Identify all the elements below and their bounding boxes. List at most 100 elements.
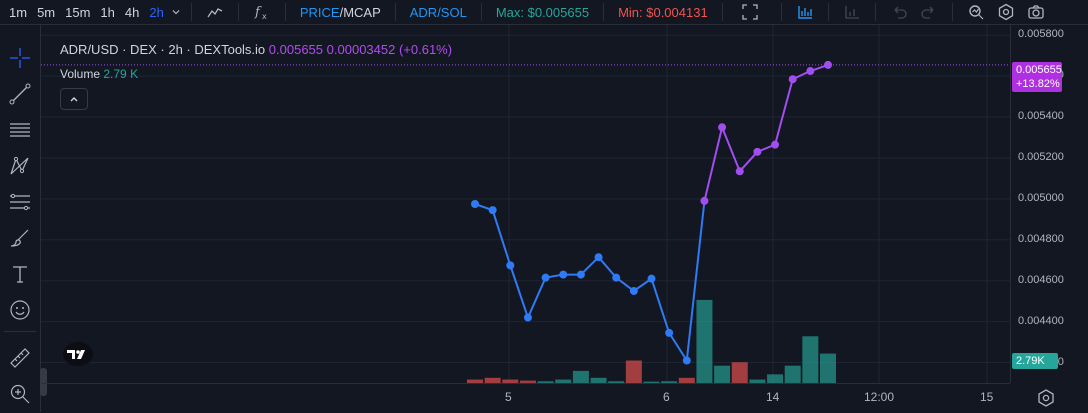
trend-line-icon[interactable] [7,81,33,107]
volume-bar [643,381,660,383]
price-line-segment [703,127,724,202]
current-change-pct: +13.82% [1016,78,1060,90]
price-point [788,75,797,84]
price-point [629,286,638,295]
undo-icon[interactable] [888,2,910,22]
price-line-segment [774,78,794,145]
chart-type-icon[interactable] [204,2,226,22]
timeframe-1m[interactable]: 1m [9,4,28,20]
price-axis[interactable] [1010,25,1088,383]
fib-levels-icon[interactable] [7,189,33,215]
timeframe-2h[interactable]: 2h [149,4,164,20]
divider [603,3,605,21]
price-point [718,123,727,132]
timeframe-1h[interactable]: 1h [100,4,115,20]
fullscreen-icon[interactable] [739,2,761,22]
price-line-segment [650,278,671,334]
y-tick-label: 0.004800 [1018,232,1064,245]
legend-change: 0.00003452 (+0.61%) [326,42,453,57]
price-line-segment [527,277,547,318]
volume-bar [696,299,713,383]
ruler-icon[interactable] [7,345,33,371]
price-point [523,313,532,322]
emoji-icon[interactable] [7,297,33,323]
price-point [735,167,744,176]
timeframe-15m[interactable]: 15m [65,4,91,20]
divider [190,3,192,21]
divider [780,3,782,21]
price-line-segment [668,332,688,362]
volume-bar [502,379,519,383]
x-tick-label: 5 [505,390,512,404]
price-point [771,140,780,149]
divider [480,3,482,21]
search-icon[interactable] [965,2,987,22]
pair-toggle[interactable]: ADR/SOL [409,4,467,20]
crosshair-icon[interactable] [7,45,33,71]
price-line-segment [580,256,600,276]
chevron-up-icon [70,97,78,102]
pattern-icon[interactable] [7,153,33,179]
volume-bar [572,370,589,383]
volume-legend: Volume 2.79 K [60,67,138,81]
y-tick-label: 0.005000 [1018,191,1064,204]
volume-bar [714,365,731,383]
y-tick-label: 0.004600 [1018,273,1064,286]
divider [394,3,396,21]
compare-chart-icon[interactable] [841,2,863,22]
price-chart[interactable] [41,25,1010,383]
price-point [700,196,709,205]
price-point [541,273,550,282]
horizontal-lines-icon[interactable] [7,117,33,143]
timeframe-5m[interactable]: 5m [37,4,56,20]
y-tick-label: 0.005400 [1018,110,1064,123]
price-point [806,67,815,76]
price-point [647,274,656,283]
chevron-down-icon[interactable] [169,2,183,22]
volume-bar [820,353,836,383]
svg-text:x: x [262,12,267,21]
price-point [665,328,674,337]
volume-bar [608,381,625,383]
price-point [594,253,603,262]
divider [4,331,36,332]
max-price: Max: $0.005655 [495,4,590,20]
volume-label: Volume [60,67,101,81]
time-axis[interactable] [41,383,1010,413]
legend-title: ADR/USD · DEX · 2h · DEXTools.io [60,42,266,57]
volume-bar [625,360,642,383]
divider [827,3,829,21]
price-point [506,261,515,270]
drawing-toolbar [0,25,41,412]
x-tick-label: 14 [766,390,780,404]
collapse-legend-button[interactable] [60,88,88,110]
brush-icon[interactable] [7,225,33,251]
screenshot-icon[interactable] [1025,2,1047,22]
volume-bar [467,379,483,383]
chart-legend: ADR/USD · DEX · 2h · DEXTools.io 0.00565… [60,42,452,57]
y-tick-label: 0.005200 [1018,150,1064,163]
text-tool-icon[interactable] [7,261,33,287]
price-point [488,206,497,215]
price-mcap-toggle[interactable]: PRICE/MCAP [299,4,381,20]
divider [284,3,286,21]
price-point [559,270,568,279]
volume-bar [537,381,554,383]
sidebar-scrollbar[interactable] [40,368,47,396]
volume-value: 2.79 K [103,67,139,81]
settings-icon[interactable] [995,2,1017,22]
price-line-segment [509,265,529,318]
volume-bar [661,381,678,383]
price-point [612,273,621,282]
volume-bar [484,377,501,383]
price-line-segment [491,209,512,266]
tradingview-logo[interactable] [62,341,94,367]
zoom-in-icon[interactable] [7,381,33,407]
divider [951,3,953,21]
redo-icon[interactable] [918,2,940,22]
timeframe-4h[interactable]: 4h [124,4,140,20]
volume-chart-icon[interactable] [794,2,816,22]
chart-settings-icon[interactable] [1036,388,1056,408]
price-point [753,147,762,156]
